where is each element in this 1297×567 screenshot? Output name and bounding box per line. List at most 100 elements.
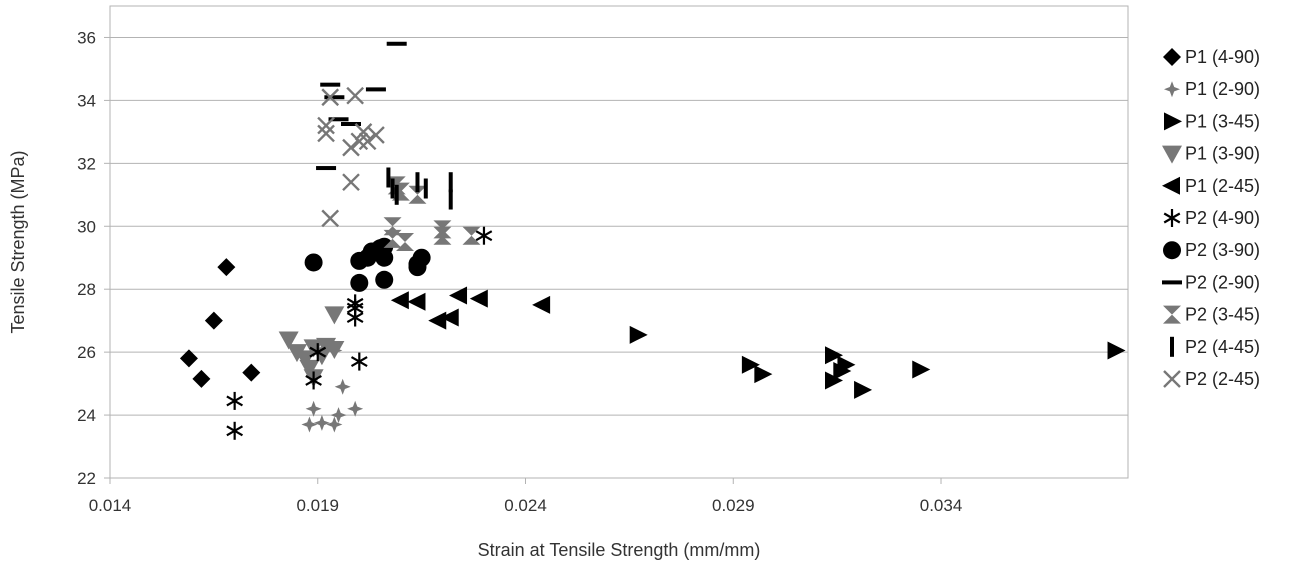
data-point-diamond (179, 349, 198, 368)
legend-item: P2 (4-90) (1163, 208, 1260, 228)
data-points (179, 41, 1126, 440)
x-axis-ticks: 0.014 0.019 0.024 0.029 0.034 (89, 478, 963, 515)
legend-label: P1 (3-45) (1185, 111, 1260, 131)
x-tick-label: 0.014 (89, 496, 132, 515)
legend-label: P2 (4-90) (1185, 208, 1260, 228)
data-point-diamond (192, 369, 211, 388)
legend-marker-diamond (1163, 48, 1181, 66)
data-point-triangle-right (1107, 341, 1126, 360)
x-tick-label: 0.034 (920, 496, 963, 515)
data-point-asterisk (350, 352, 368, 371)
legend-label: P2 (2-90) (1185, 272, 1260, 292)
y-tick-label: 36 (77, 28, 96, 47)
data-point-dash (316, 166, 337, 171)
legend-marker-circle (1163, 241, 1181, 260)
legend-item: P2 (2-90) (1162, 272, 1260, 292)
data-point-x (367, 126, 385, 144)
data-point-diamond (204, 311, 223, 330)
data-point-hourglass (433, 226, 452, 245)
data-point-x (342, 138, 360, 157)
data-point-triangle-right (754, 365, 773, 384)
data-point-dash (340, 122, 361, 126)
data-point-triangle-left (532, 295, 551, 314)
plot-area (109, 5, 1129, 479)
data-point-plus4 (305, 400, 322, 417)
legend-label: P2 (3-45) (1185, 305, 1260, 325)
legend-item: P1 (2-90) (1164, 79, 1260, 99)
x-tick-label: 0.024 (504, 496, 547, 515)
legend-item: P1 (3-90) (1162, 144, 1260, 164)
y-tick-label: 34 (77, 91, 96, 110)
data-point-asterisk (305, 371, 322, 390)
legend-label: P2 (2-45) (1185, 369, 1260, 389)
legend-label: P2 (4-45) (1185, 337, 1260, 357)
data-point-plus4 (334, 378, 351, 395)
data-point-triangle-right (629, 325, 648, 344)
data-point-x (321, 209, 340, 228)
legend-marker-vbar (1170, 336, 1174, 357)
data-point-triangle-down (324, 306, 345, 325)
legend: P1 (4-90) P1 (2-90) P1 (3-45) P1 (3-90) P1 (… (1162, 47, 1260, 389)
data-point-x (342, 173, 360, 192)
data-point-x (317, 124, 335, 143)
legend-label: P1 (2-45) (1185, 176, 1260, 196)
y-axis-ticks: 22 24 26 28 30 32 34 36 (77, 28, 110, 488)
data-point-triangle-down (278, 331, 299, 350)
legend-label: P2 (3-90) (1185, 240, 1260, 260)
data-point-triangle-left (407, 292, 426, 311)
data-point-dash (365, 87, 386, 92)
data-point-triangle-right (824, 371, 843, 390)
legend-marker-triangle-left (1162, 176, 1180, 195)
legend-marker-asterisk (1163, 209, 1181, 227)
data-point-hourglass (408, 185, 427, 204)
data-point-x (358, 132, 377, 151)
data-point-triangle-left (469, 289, 488, 308)
data-point-diamond (242, 363, 261, 382)
data-point-vbar (448, 172, 453, 193)
data-point-triangle-right (837, 355, 856, 374)
gridlines (110, 36, 1128, 479)
data-point-asterisk (309, 343, 327, 362)
data-point-triangle-right (824, 346, 843, 365)
data-point-x (317, 116, 335, 135)
data-point-dash (328, 117, 349, 122)
legend-marker-hourglass (1163, 305, 1181, 324)
legend-marker-x (1163, 370, 1181, 388)
y-tick-label: 30 (77, 217, 96, 236)
data-point-triangle-right (741, 355, 760, 374)
data-point-asterisk (226, 391, 243, 410)
legend-marker-dash (1162, 280, 1182, 285)
data-point-circle (350, 273, 369, 292)
x-tick-label: 0.029 (712, 496, 755, 515)
data-point-vbar (423, 178, 428, 199)
data-point-triangle-right (854, 380, 873, 399)
data-point-vbar (448, 189, 453, 210)
legend-item: P1 (2-45) (1162, 176, 1260, 196)
y-tick-label: 28 (77, 280, 96, 299)
legend-label: P1 (2-90) (1185, 79, 1260, 99)
data-point-triangle-left (390, 291, 409, 310)
data-point-vbar (386, 167, 391, 188)
legend-marker-triangle-right (1164, 112, 1182, 131)
data-point-plus4 (301, 416, 318, 433)
data-point-plus4 (326, 416, 343, 433)
y-tick-label: 22 (77, 469, 96, 488)
data-point-triangle-left (440, 308, 459, 327)
data-point-hourglass (383, 229, 402, 248)
data-point-plus4 (347, 400, 364, 417)
x-axis-title: Strain at Tensile Strength (mm/mm) (478, 540, 761, 560)
data-point-circle (375, 270, 394, 289)
data-point-x (321, 88, 340, 107)
data-point-x (346, 86, 364, 105)
data-point-triangle-down (295, 350, 316, 369)
data-point-diamond (217, 258, 236, 277)
data-point-dash (320, 82, 341, 87)
data-point-circle (304, 253, 323, 272)
data-point-hourglass (396, 233, 415, 251)
y-tick-label: 24 (77, 406, 96, 425)
data-point-circle (412, 248, 431, 267)
data-point-vbar (394, 184, 399, 205)
data-point-triangle-left (449, 286, 468, 305)
legend-item: P2 (3-90) (1163, 240, 1260, 260)
